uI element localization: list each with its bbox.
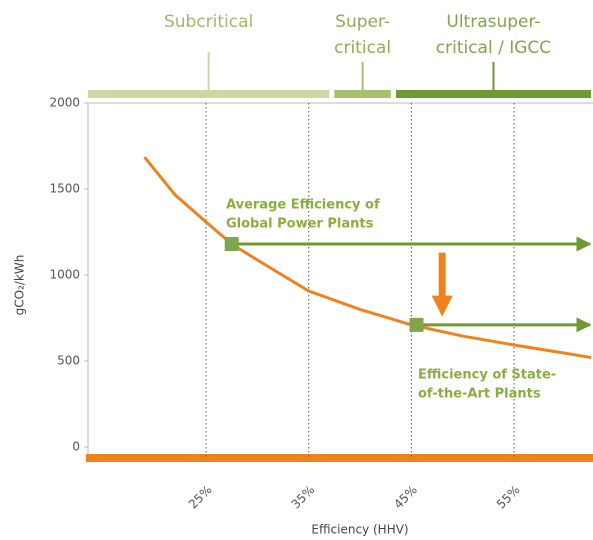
level-label: of-the-Art Plants bbox=[418, 387, 541, 402]
region-label: critical / IGCC bbox=[436, 38, 551, 58]
level-label: Efficiency of State- bbox=[418, 368, 556, 383]
region-bar bbox=[88, 90, 330, 98]
x-tick-label: 35% bbox=[289, 483, 318, 512]
level-label: Average Efficiency of bbox=[226, 198, 380, 213]
x-label: Efficiency (HHV) bbox=[311, 523, 408, 537]
y-tick-label: 2000 bbox=[49, 96, 80, 110]
region-label: Subcritical bbox=[164, 12, 253, 32]
region-label: Ultrasuper- bbox=[446, 12, 540, 32]
level-marker bbox=[409, 317, 424, 332]
y-tick-label: 500 bbox=[57, 354, 80, 368]
y-label: gCO₂/kWh bbox=[13, 255, 27, 316]
level-label: Global Power Plants bbox=[226, 217, 374, 232]
region-label: Super- bbox=[335, 12, 390, 32]
level-marker bbox=[224, 237, 239, 252]
region-label: critical bbox=[334, 38, 391, 58]
curve bbox=[143, 156, 592, 360]
y-tick-label: 1000 bbox=[49, 268, 80, 282]
y-tick-label: 0 bbox=[72, 440, 80, 454]
region-bar bbox=[395, 90, 591, 98]
region-bar bbox=[334, 90, 391, 98]
x-tick-label: 55% bbox=[494, 483, 523, 512]
y-tick-label: 1500 bbox=[49, 182, 80, 196]
x-tick-label: 45% bbox=[391, 483, 420, 512]
x-tick-label: 25% bbox=[186, 483, 215, 512]
